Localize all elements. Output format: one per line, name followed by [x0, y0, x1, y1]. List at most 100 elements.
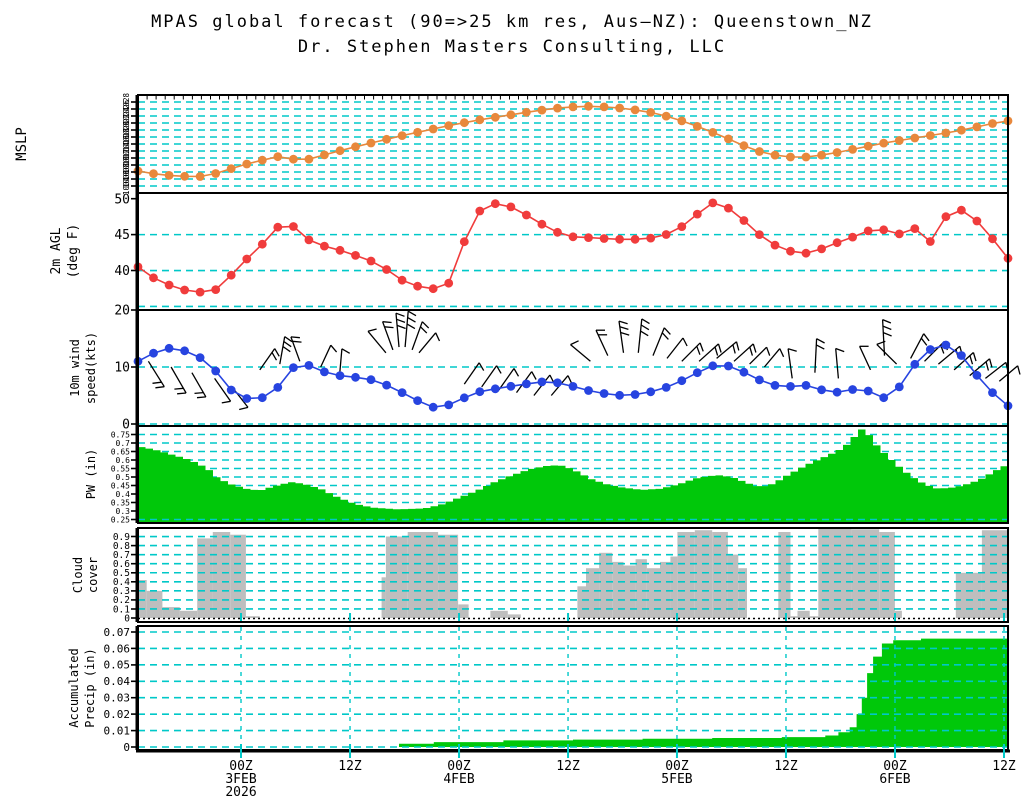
data-point	[972, 122, 982, 132]
page-subtitle: Dr. Stephen Masters Consulting, LLC	[297, 37, 727, 57]
data-point	[335, 371, 345, 380]
y-tick-label-cloud: 0.6	[113, 559, 130, 570]
data-point	[988, 119, 997, 128]
data-point	[832, 387, 842, 397]
data-point	[506, 381, 516, 391]
data-point	[724, 361, 733, 371]
data-point	[863, 386, 873, 396]
wind-barb	[404, 311, 409, 348]
data-point	[661, 383, 671, 392]
y-tick-label-pw: 0.5	[116, 473, 131, 482]
data-point	[273, 222, 283, 232]
data-point	[661, 230, 671, 239]
data-point	[646, 233, 656, 243]
data-point	[786, 246, 795, 256]
y-tick-label-precip: 0.06	[104, 642, 131, 655]
data-point	[739, 141, 749, 151]
wind-barb	[937, 345, 961, 365]
data-point	[553, 227, 562, 237]
data-point	[211, 366, 221, 376]
data-point	[226, 164, 236, 174]
data-point	[413, 127, 422, 137]
data-point	[490, 199, 500, 209]
wind-barb	[498, 368, 515, 391]
data-point	[615, 390, 624, 400]
y-tick-label-pw: 0.25	[111, 515, 130, 524]
data-point	[615, 234, 624, 244]
y-axis-labels: 1004100610081010101210141016101810201022…	[104, 92, 138, 754]
x-tick-label: 00Z	[665, 759, 689, 774]
y-tick-label-mslp: 1024	[122, 106, 131, 125]
wind-barb	[681, 342, 701, 362]
data-point	[211, 285, 221, 294]
y-tick-label-wind10m: 10	[114, 361, 130, 376]
data-point	[444, 400, 454, 410]
precip-area	[138, 638, 1008, 747]
data-point	[522, 379, 531, 389]
data-point	[615, 103, 624, 113]
y-tick-label-mslp: 1018	[122, 127, 131, 146]
y-tick-label-mslp: 1012	[122, 149, 131, 167]
data-point	[257, 155, 267, 165]
data-point	[646, 108, 656, 117]
data-point	[397, 131, 407, 141]
y-tick-label-pw: 0.75	[111, 430, 130, 439]
cloud-gridlines	[138, 535, 1008, 610]
data-point	[879, 138, 889, 148]
y-tick-label-precip: 0.07	[104, 626, 131, 639]
data-point	[879, 225, 889, 235]
data-point	[863, 141, 873, 151]
cloud-bars	[138, 527, 1008, 619]
data-point	[490, 384, 500, 394]
y-tick-label-wind10m: 0	[122, 418, 130, 433]
data-point	[692, 368, 702, 378]
data-point	[941, 340, 951, 350]
wind-barb	[279, 336, 286, 365]
data-point	[397, 388, 407, 397]
data-point	[708, 198, 718, 208]
data-point	[972, 216, 982, 226]
wind-barb	[463, 362, 480, 385]
data-point	[242, 394, 252, 403]
wind-barb	[339, 348, 343, 373]
panel-label-wind10m: speed(kts)	[84, 332, 98, 404]
wind-barb	[924, 341, 945, 362]
data-point	[164, 171, 174, 180]
data-point	[677, 222, 687, 232]
data-point	[522, 107, 531, 117]
x-tick-label: 12Z	[556, 759, 580, 774]
data-point	[428, 124, 438, 134]
x-tick-label: 12Z	[992, 759, 1016, 774]
data-point	[459, 237, 469, 247]
data-point	[848, 385, 857, 394]
data-point	[848, 232, 857, 242]
y-tick-label-cloud: 0.8	[113, 541, 130, 552]
y-tick-label-mslp: 1008	[122, 162, 131, 181]
wind-barb	[395, 313, 400, 348]
data-point	[708, 127, 718, 137]
data-point	[226, 385, 236, 395]
data-point	[832, 238, 842, 248]
data-point	[894, 136, 904, 145]
y-tick-label-mslp: 1004	[122, 176, 131, 195]
data-point	[522, 210, 531, 220]
wind-barb	[637, 318, 643, 353]
data-point	[366, 256, 376, 266]
data-point	[335, 146, 345, 156]
data-point	[630, 390, 640, 399]
data-point	[755, 147, 764, 156]
data-point	[708, 361, 718, 371]
data-point	[957, 205, 966, 215]
wind-barb	[170, 366, 187, 394]
data-point	[568, 102, 578, 112]
data-point	[568, 232, 578, 242]
y-tick-label-cloud: 0.5	[113, 568, 130, 579]
wind-barb	[749, 346, 768, 365]
data-point	[661, 111, 671, 121]
data-point	[537, 105, 547, 115]
data-point	[475, 206, 485, 216]
y-tick-label-cloud: 0.1	[113, 604, 130, 615]
y-tick-label-precip: 0.01	[104, 724, 131, 737]
data-point	[475, 115, 485, 125]
